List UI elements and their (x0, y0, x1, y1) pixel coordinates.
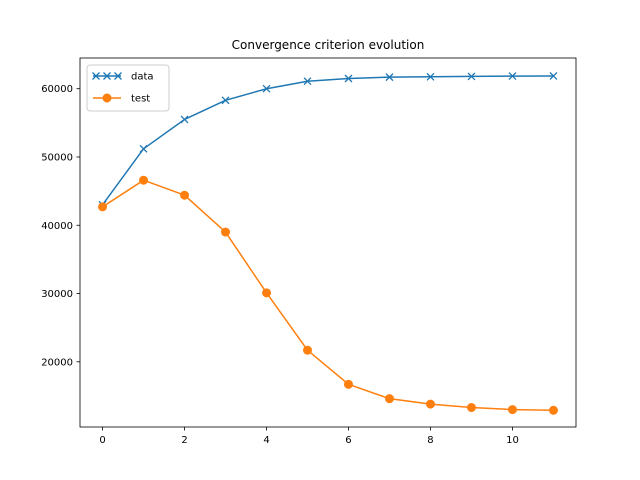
data-point-test (425, 399, 435, 409)
data-point-data (549, 71, 558, 80)
data-point-data (467, 72, 476, 81)
data-point-data (344, 74, 353, 83)
legend-label-data: data (131, 72, 154, 83)
y-tick-label: 30000 (41, 289, 73, 300)
legend-entry-data: data (92, 72, 154, 83)
x-tick-label: 2 (181, 435, 187, 446)
legend: data test (86, 64, 170, 112)
chart-title: Convergence criterion evolution (232, 38, 425, 52)
data-point-data (303, 77, 312, 86)
x-tick-label: 10 (506, 435, 519, 446)
series-line-test (102, 179, 554, 412)
data-point-data (385, 73, 394, 82)
y-tick-label: 20000 (41, 357, 73, 368)
data-point-test (139, 175, 149, 185)
x-tick-label: 8 (427, 435, 433, 446)
axes-frame (79, 57, 577, 428)
data-point-test (384, 394, 394, 404)
data-point-test (548, 405, 558, 415)
x-tick-label: 4 (263, 435, 269, 446)
legend-marker-data (114, 72, 122, 80)
legend-box (86, 64, 170, 112)
legend-entry-test: test (93, 93, 150, 105)
data-point-test (221, 227, 231, 237)
data-point-test (466, 403, 476, 413)
data-point-data (139, 144, 148, 153)
data-point-data (426, 72, 435, 81)
plot-area (98, 71, 558, 415)
data-point-test (343, 379, 353, 389)
y-tick-label: 50000 (41, 152, 73, 163)
data-point-data (508, 72, 517, 81)
x-tick-label: 6 (345, 435, 351, 446)
series-test (98, 175, 558, 415)
series-line-data (101, 75, 554, 206)
legend-marker-data (92, 72, 100, 80)
x-tick-label: 0 (99, 435, 105, 446)
data-point-test (507, 405, 517, 415)
y-tick-label: 40000 (41, 221, 73, 232)
data-point-test (303, 345, 313, 355)
legend-marker-data (103, 72, 111, 80)
data-point-test (180, 190, 190, 200)
data-point-data (262, 84, 271, 93)
axes: 0 2 4 6 8 10 20000 30000 40000 50000 60000 (41, 57, 577, 446)
legend-label-test: test (131, 94, 150, 105)
y-tick-label: 60000 (41, 84, 73, 95)
data-point-test (98, 202, 108, 212)
data-point-data (180, 115, 189, 124)
data-point-data (221, 96, 230, 105)
legend-marker-test (102, 93, 112, 103)
data-point-test (262, 288, 272, 298)
